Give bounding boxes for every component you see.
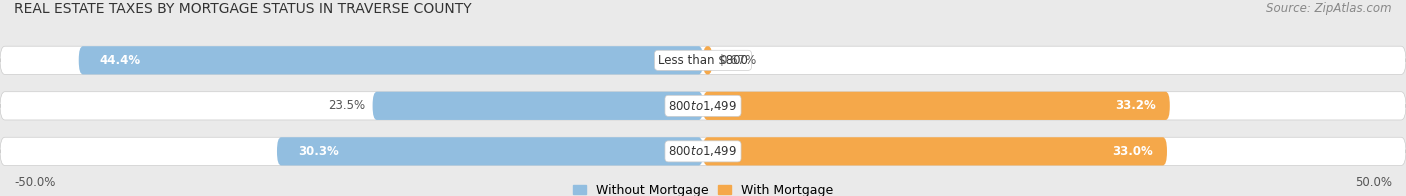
Text: 50.0%: 50.0% (1355, 176, 1392, 189)
FancyBboxPatch shape (0, 137, 1406, 165)
Text: REAL ESTATE TAXES BY MORTGAGE STATUS IN TRAVERSE COUNTY: REAL ESTATE TAXES BY MORTGAGE STATUS IN … (14, 2, 471, 16)
Text: 33.0%: 33.0% (1112, 145, 1153, 158)
FancyBboxPatch shape (373, 92, 703, 120)
Text: 23.5%: 23.5% (329, 99, 366, 112)
FancyBboxPatch shape (0, 92, 1406, 120)
Legend: Without Mortgage, With Mortgage: Without Mortgage, With Mortgage (568, 179, 838, 196)
Text: Less than $800: Less than $800 (658, 54, 748, 67)
FancyBboxPatch shape (703, 137, 1167, 165)
Text: $800 to $1,499: $800 to $1,499 (668, 144, 738, 158)
FancyBboxPatch shape (703, 92, 1170, 120)
Text: -50.0%: -50.0% (14, 176, 55, 189)
Text: Source: ZipAtlas.com: Source: ZipAtlas.com (1267, 2, 1392, 15)
FancyBboxPatch shape (703, 46, 713, 74)
Text: 44.4%: 44.4% (100, 54, 141, 67)
Text: 33.2%: 33.2% (1115, 99, 1156, 112)
Text: 0.67%: 0.67% (720, 54, 756, 67)
Text: 30.3%: 30.3% (298, 145, 339, 158)
FancyBboxPatch shape (79, 46, 703, 74)
FancyBboxPatch shape (0, 46, 1406, 74)
FancyBboxPatch shape (277, 137, 703, 165)
Text: $800 to $1,499: $800 to $1,499 (668, 99, 738, 113)
